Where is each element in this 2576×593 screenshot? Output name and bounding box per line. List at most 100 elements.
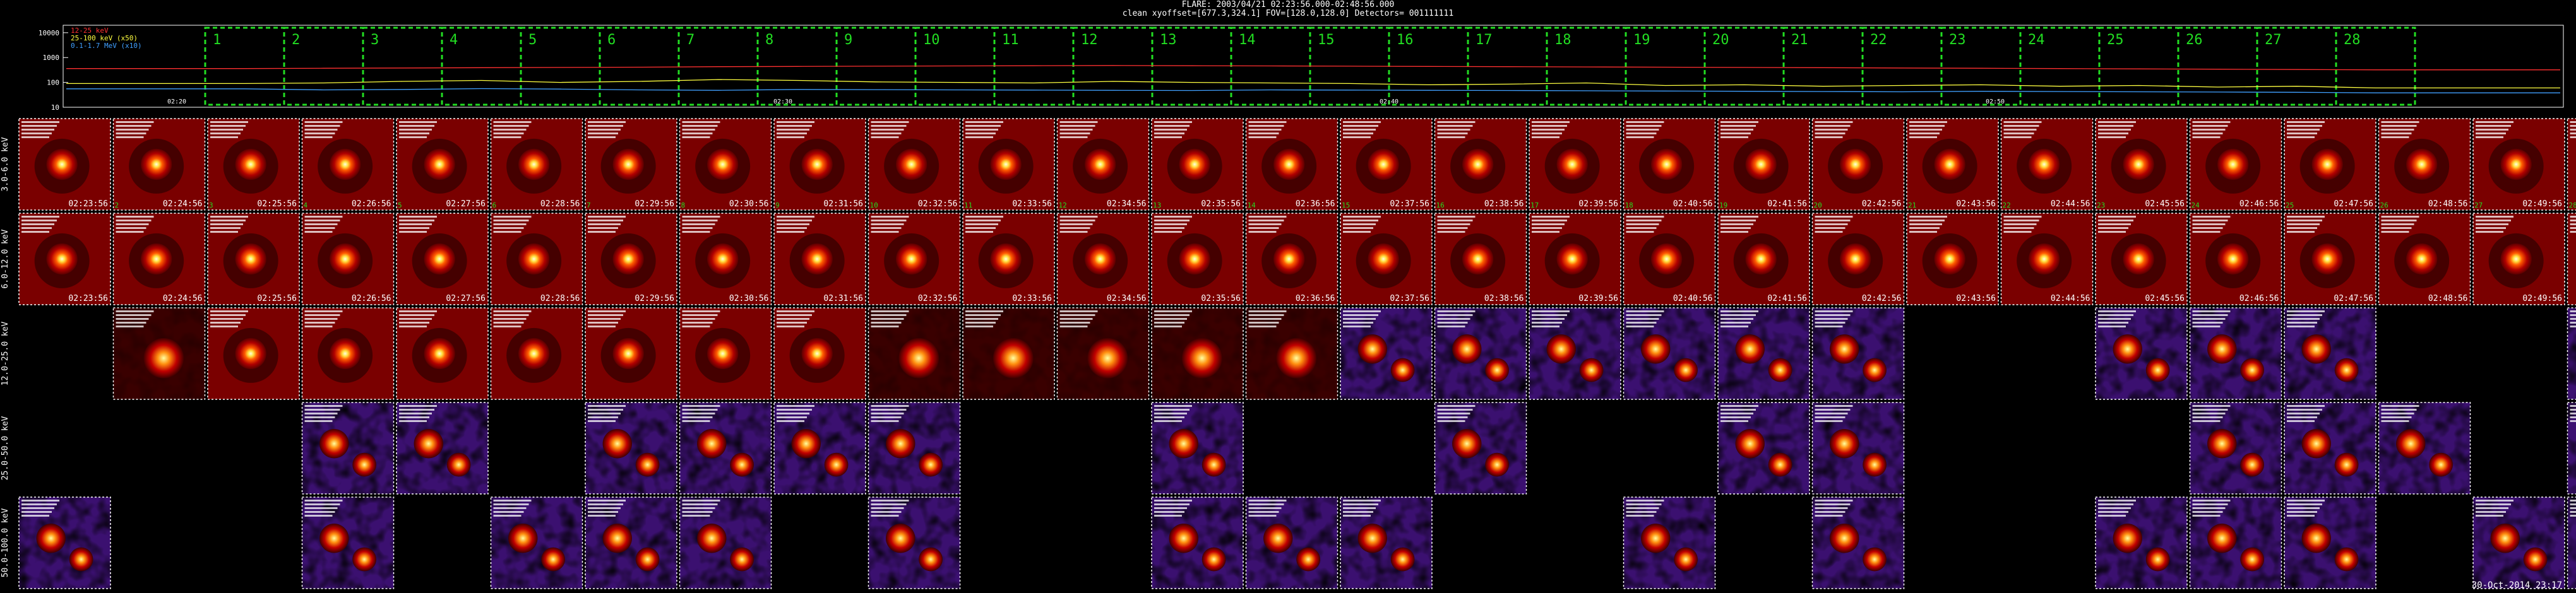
image-info-line — [871, 220, 907, 221]
lightcurve-interval-label: 5 — [528, 32, 537, 48]
image-frame-number: 21 — [1908, 201, 1916, 209]
lightcurve-interval-box — [2335, 26, 2416, 106]
image-hotspot — [1485, 452, 1509, 477]
image-info-line — [871, 420, 899, 422]
image-info-line — [682, 405, 720, 407]
image-info-line — [2192, 322, 2223, 324]
image-hotspot — [1863, 358, 1887, 382]
image-source-blob — [1556, 243, 1588, 275]
image-info-line — [116, 223, 149, 225]
image-info-line — [1248, 129, 1282, 131]
image-frame-border — [1151, 118, 1244, 211]
image-info-line — [1248, 121, 1287, 123]
image-frame-border — [1811, 118, 1905, 211]
image-info-line — [1154, 515, 1182, 517]
image-info-line — [682, 416, 713, 418]
image-hotspot — [2334, 358, 2359, 382]
image-frame-border — [868, 402, 961, 495]
image-cell: 02:40:56 18 — [1623, 118, 1716, 211]
image-time-label: 02:43:56 — [1956, 294, 1996, 303]
image-info-line — [21, 136, 49, 138]
image-time-label: 02:33:56 — [1012, 294, 1052, 303]
image-info-line — [1154, 132, 1184, 134]
image-frame-border — [1340, 496, 1433, 589]
image-info-line — [1909, 227, 1940, 229]
image-frame-border — [679, 213, 772, 305]
image-source-blob — [518, 338, 550, 370]
image-time-label: 02:23:56 — [68, 199, 108, 209]
image-cell: 02:49:56 — [2472, 213, 2565, 305]
image-noise — [2567, 308, 2576, 399]
image-info-line — [1815, 220, 1851, 221]
image-source-blob — [2029, 243, 2060, 275]
row-label: 6.0-12.0 keV — [1, 229, 10, 288]
image-info-line — [399, 223, 432, 225]
image-cell: 02:45:56 — [2095, 213, 2188, 305]
image-info-line — [1626, 227, 1657, 229]
image-cell — [396, 402, 489, 495]
image-time-label: 02:38:56 — [1484, 199, 1524, 209]
image-info-line — [2570, 125, 2576, 127]
image-info-line — [2192, 136, 2221, 138]
image-info-line — [2287, 322, 2317, 324]
image-frame-border — [1151, 496, 1244, 589]
image-frame-border — [1056, 307, 1150, 400]
lightcurve-x-tick-label: 02:40 — [1380, 98, 1398, 105]
image-info-line — [682, 132, 713, 134]
image-info-line — [2287, 227, 2317, 229]
image-info-line — [682, 420, 710, 422]
image-frame-border — [962, 118, 1055, 211]
image-source-blob — [707, 338, 739, 370]
image-info-line — [2476, 220, 2511, 221]
image-cell — [2189, 402, 2282, 495]
image-cell — [490, 307, 583, 400]
lightcurve-interval-label: 20 — [1712, 32, 1729, 48]
image-info-line — [2287, 405, 2325, 407]
image-info-line — [2287, 507, 2320, 509]
image-frame-border — [2284, 402, 2376, 495]
image-cell — [868, 496, 961, 589]
image-info-line — [1343, 503, 1378, 505]
image-cell: 02:25:56 3 — [207, 118, 300, 211]
image-time-label: 02:31:56 — [823, 294, 863, 303]
image-info-line — [1626, 515, 1654, 517]
image-info-line — [21, 216, 59, 218]
image-frame-border — [2472, 213, 2565, 305]
image-source-blob — [330, 338, 361, 370]
image-info-line — [1720, 227, 1751, 229]
image-info-line — [1720, 223, 1753, 225]
image-info-line — [2570, 227, 2576, 229]
image-source-blob — [424, 243, 455, 275]
image-info-line — [1248, 125, 1284, 127]
image-cell: 02:27:56 5 — [396, 118, 489, 211]
image-info-line — [1626, 231, 1654, 233]
image-info-line — [21, 125, 57, 127]
image-hotspot — [602, 524, 632, 553]
image-info-line — [871, 121, 909, 123]
image-info-line — [1815, 515, 1843, 517]
image-info-line — [777, 405, 814, 407]
image-cell: 02:31:56 — [773, 213, 866, 305]
image-info-line — [1343, 132, 1373, 134]
image-info-line — [682, 500, 720, 502]
image-frame-border — [490, 496, 583, 589]
image-time-label: 02:26:56 — [352, 294, 391, 303]
image-info-line — [871, 409, 907, 411]
image-info-line — [682, 231, 710, 233]
image-info-line — [1815, 322, 1846, 324]
image-frame-number: 20 — [1814, 201, 1822, 209]
image-frame-border — [962, 307, 1055, 400]
lightcurve-interval-label: 28 — [2344, 32, 2361, 48]
image-info-line — [1154, 500, 1192, 502]
image-hotspot — [1863, 547, 1887, 572]
image-time-label: 02:29:56 — [635, 199, 674, 209]
image-info-line — [493, 310, 532, 312]
image-info-line — [1532, 314, 1567, 316]
image-source-blob — [707, 148, 739, 180]
image-info-line — [1248, 223, 1282, 225]
image-cell — [112, 307, 206, 400]
image-time-label: 02:37:56 — [1390, 199, 1429, 209]
image-source-blob — [1085, 243, 1116, 275]
image-info-line — [304, 223, 338, 225]
image-info-line — [21, 223, 54, 225]
